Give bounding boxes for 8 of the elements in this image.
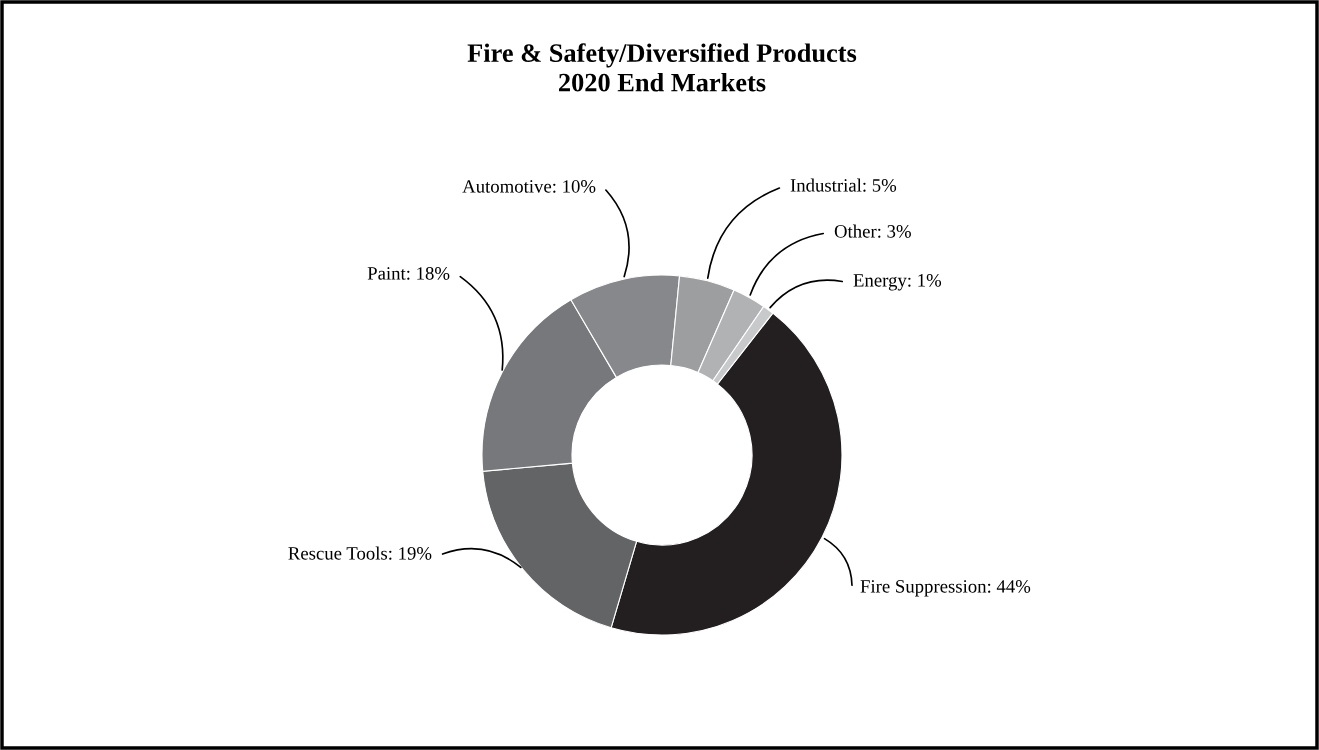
chart-title: Fire & Safety/Diversified Products 2020 End Markets xyxy=(467,43,857,92)
slice-label: Automotive: 10% xyxy=(462,180,596,193)
slice-label: Industrial: 5% xyxy=(790,178,897,192)
slice-label: Rescue Tools: 19% xyxy=(288,546,432,560)
slice-label: Paint: 18% xyxy=(367,267,450,280)
slice-label: Other: 3% xyxy=(834,224,911,238)
slice-label: Energy: 1% xyxy=(853,273,942,291)
slice-label: Fire Suppression: 44% xyxy=(860,580,1031,597)
